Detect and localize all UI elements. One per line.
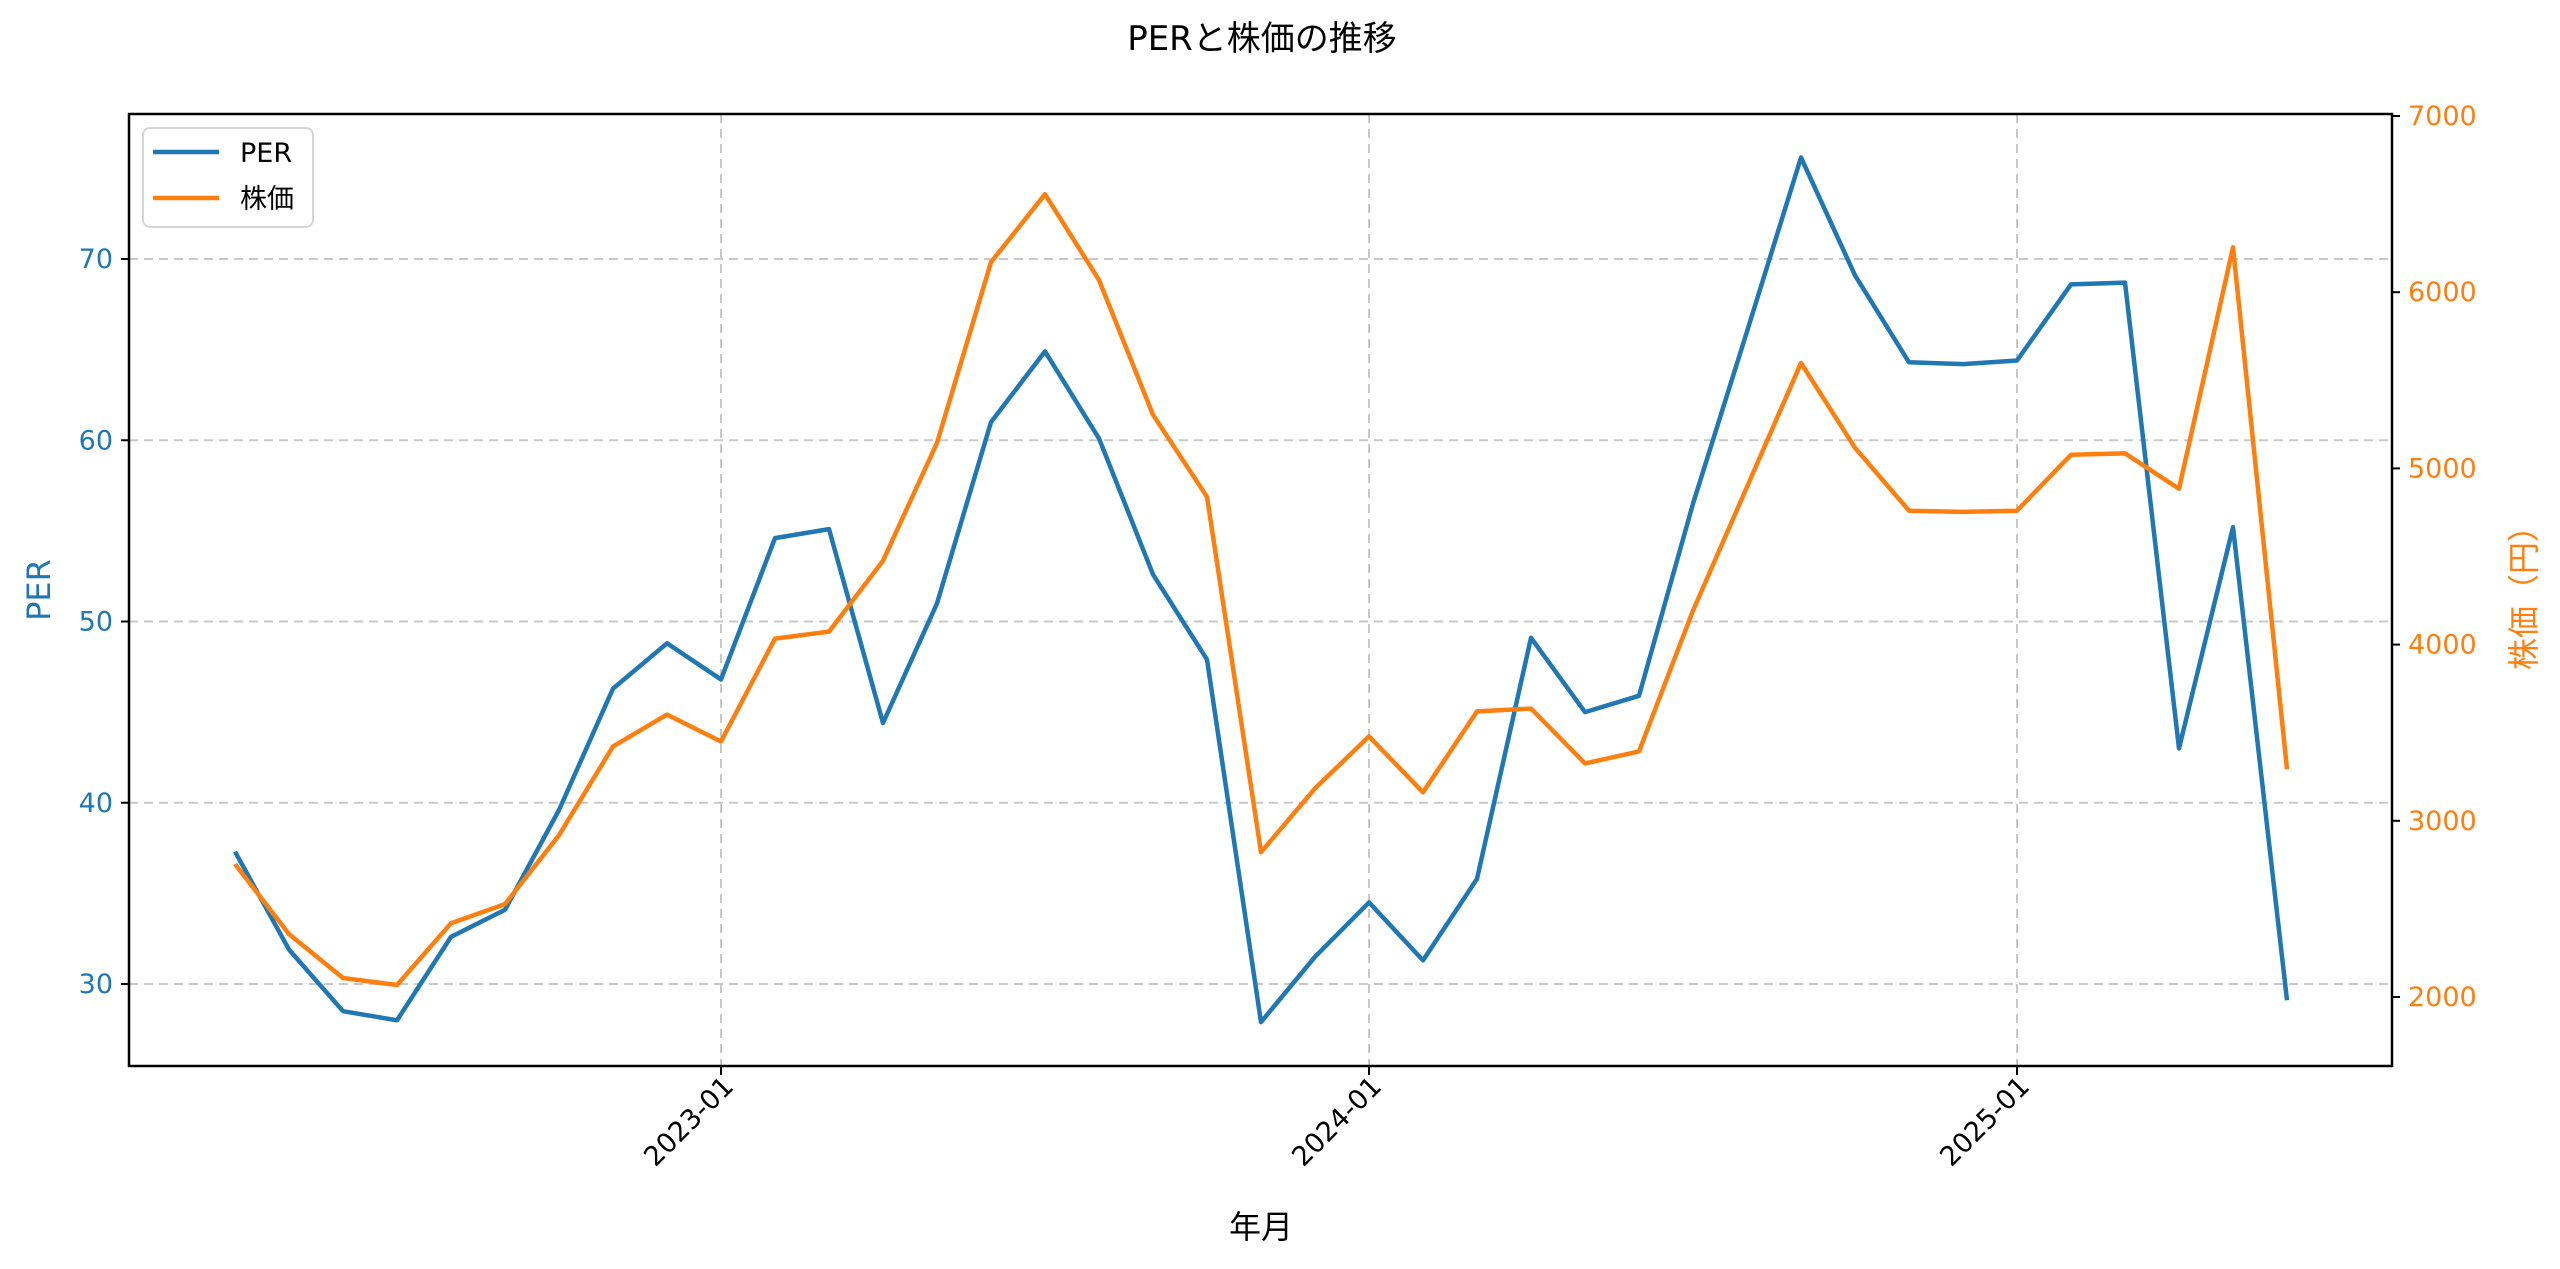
data-series (233, 155, 2290, 1025)
right-tick-label: 6000 (2408, 277, 2477, 308)
x-tick-label: 2025-01 (1934, 1071, 2036, 1173)
per-line (233, 155, 2290, 1025)
legend: PER 株価 (142, 127, 314, 228)
x-tick-label: 2023-01 (638, 1071, 740, 1173)
legend-stock-price-label: 株価 (240, 184, 294, 215)
left-tick-label: 60 (79, 425, 113, 456)
x-tick-label: 2024-01 (1286, 1071, 1388, 1173)
stock-price-line (233, 191, 2290, 988)
chart-title: PERと株価の推移 (1127, 19, 1397, 59)
left-tick-label: 30 (79, 969, 113, 1000)
left-y-axis: 30 40 50 60 70 (79, 244, 129, 1000)
right-tick-label: 4000 (2408, 630, 2477, 661)
legend-per-label: PER (240, 138, 292, 169)
right-tick-label: 2000 (2408, 982, 2477, 1013)
right-tick-label: 3000 (2408, 806, 2477, 837)
left-tick-label: 70 (79, 244, 113, 275)
right-tick-label: 7000 (2408, 101, 2477, 132)
left-tick-label: 40 (79, 788, 113, 819)
left-tick-label: 50 (79, 607, 113, 638)
left-axis-label: PER (20, 559, 58, 621)
x-axis-label: 年月 (1229, 1208, 1293, 1246)
plot-frame (127, 112, 2394, 1068)
right-y-axis: 2000 3000 4000 5000 6000 7000 (2392, 101, 2477, 1013)
gridlines (129, 114, 2392, 1066)
right-tick-label: 5000 (2408, 453, 2477, 484)
right-axis-label: 株価（円） (2505, 510, 2543, 670)
x-axis: 2023-01 2024-01 2025-01 (638, 1066, 2036, 1173)
